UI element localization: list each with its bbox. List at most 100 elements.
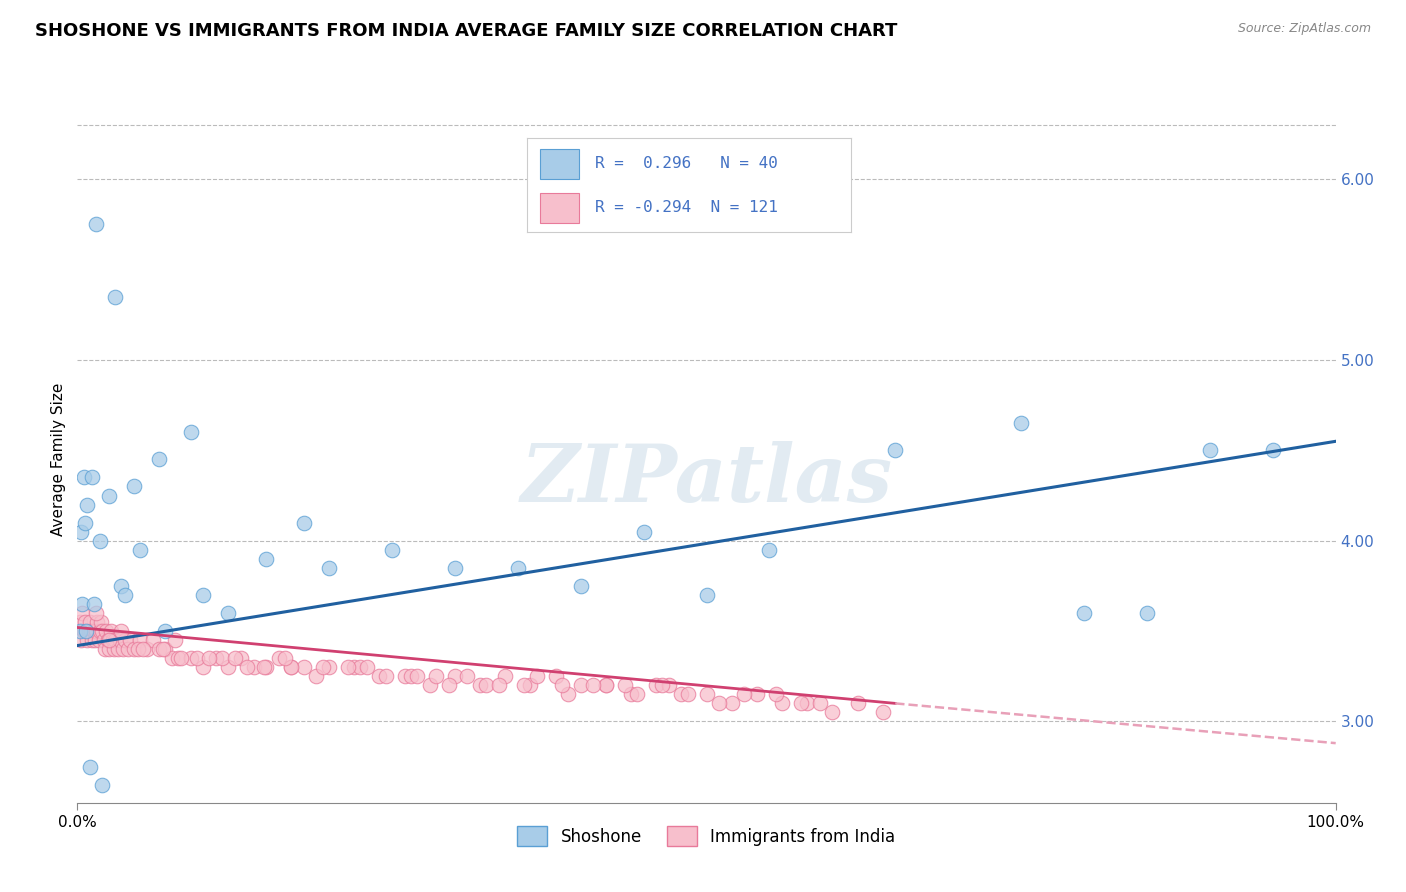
Point [318,660,340,674]
Point [312,660,335,674]
Point [114,633,136,648]
Point [425,669,447,683]
Point [83,597,105,611]
Point [444,561,467,575]
Point [104,633,127,648]
Point [267,651,290,665]
Point [97,642,120,657]
Point [513,678,536,692]
Point [98,633,121,648]
Point [494,669,516,683]
Point [349,660,371,674]
Point [475,678,498,692]
Point [506,561,529,575]
Point [77,624,100,639]
Point [468,678,491,692]
Point [186,651,208,665]
Point [671,687,693,701]
Point [406,669,429,683]
Point [73,615,96,629]
Point [229,651,252,665]
Point [444,669,467,683]
Point [211,651,233,665]
Point [142,633,165,648]
Point [70,524,93,539]
Point [254,551,277,566]
Point [633,524,655,539]
Point [84,624,107,639]
Point [544,669,567,683]
Point [236,660,259,674]
Point [69,615,91,629]
Point [87,633,110,648]
Point [399,669,422,683]
Point [160,651,183,665]
Point [97,633,120,648]
Point [733,687,755,701]
Point [155,642,177,657]
Point [758,542,780,557]
Point [1010,416,1032,430]
Point [122,479,145,493]
Y-axis label: Average Family Size: Average Family Size [51,383,66,536]
Point [75,624,97,639]
Point [557,687,579,701]
Point [626,687,648,701]
Point [394,669,416,683]
Point [135,642,157,657]
Point [132,642,155,657]
Point [569,579,592,593]
Point [127,642,149,657]
Point [437,678,460,692]
Point [101,633,124,648]
Point [1198,443,1220,458]
Point [83,624,105,639]
Point [252,660,274,674]
Point [129,542,152,557]
Point [595,678,617,692]
Point [720,697,742,711]
Point [84,218,107,232]
Point [872,706,894,720]
Point [1261,443,1284,458]
Point [191,660,215,674]
Point [569,678,592,692]
Point [613,678,636,692]
Point [526,669,548,683]
Point [696,687,718,701]
Point [82,470,104,484]
Point [169,651,191,665]
Point [651,678,673,692]
Point [519,678,541,692]
Text: SHOSHONE VS IMMIGRANTS FROM INDIA AVERAGE FAMILY SIZE CORRELATION CHART: SHOSHONE VS IMMIGRANTS FROM INDIA AVERAG… [35,22,897,40]
Point [103,642,125,657]
Point [595,678,617,692]
Point [204,651,226,665]
Point [89,624,111,639]
Point [107,642,129,657]
Point [1136,606,1159,620]
Point [91,778,114,792]
Point [84,606,107,620]
Point [821,706,844,720]
Point [93,633,115,648]
Point [658,678,681,692]
Point [765,687,787,701]
Point [110,624,132,639]
Point [91,624,114,639]
Point [72,624,94,639]
Point [72,597,94,611]
Point [696,588,718,602]
Point [884,443,907,458]
Point [419,678,441,692]
Point [84,633,107,648]
Point [120,633,142,648]
Point [620,687,643,701]
Point [336,660,359,674]
Point [488,678,510,692]
Point [89,533,111,548]
Point [75,624,97,639]
Point [104,290,127,304]
Point [456,669,478,683]
Point [180,651,202,665]
